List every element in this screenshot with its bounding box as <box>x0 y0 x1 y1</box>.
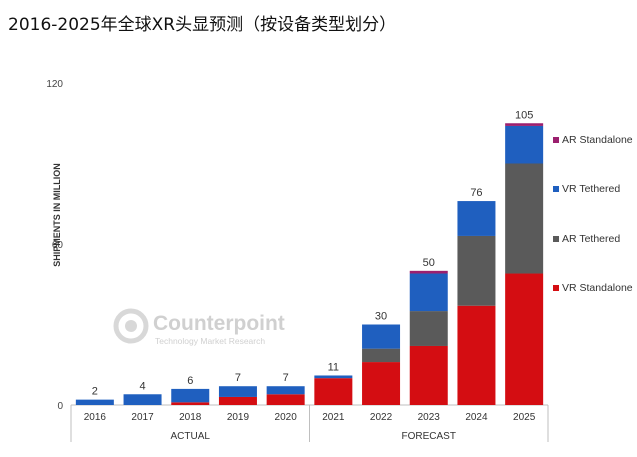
watermark-logo-icon <box>113 308 149 344</box>
bar-total-label: 4 <box>139 380 145 392</box>
legend-swatch <box>553 137 559 143</box>
x-tick-label: 2025 <box>513 412 536 423</box>
bar-segment-ar-standalone <box>409 270 448 274</box>
bar-segment-vr-tethered <box>409 273 448 312</box>
x-tick-label: 2022 <box>370 412 393 423</box>
page-title: 2016-2025年全球XR头显预测（按设备类型划分） <box>8 15 397 35</box>
bar-segment-vr-tethered <box>362 324 401 349</box>
watermark-logo-dot <box>125 320 137 332</box>
y-tick-label: 0 <box>57 401 63 412</box>
bar-segment-ar-tethered <box>409 311 448 346</box>
y-tick-label: 60 <box>52 240 64 251</box>
bar-segment-vr-tethered <box>505 125 544 164</box>
bar-segment-vr-standalone <box>505 273 544 405</box>
bar-total-label: 11 <box>328 361 339 373</box>
chart-bars <box>75 123 544 405</box>
legend-label: AR Standalone <box>562 134 633 146</box>
bar-segment-vr-standalone <box>171 402 210 405</box>
legend-swatch <box>553 186 559 192</box>
bar-segment-vr-tethered <box>123 394 162 405</box>
x-tick-label: 2020 <box>275 412 298 423</box>
bar-total-label: 30 <box>375 311 387 323</box>
bar-segment-vr-standalone <box>314 378 353 405</box>
x-tick-label: 2018 <box>179 412 202 423</box>
x-tick-label: 2024 <box>465 412 488 423</box>
bar-segment-ar-tethered <box>362 348 401 363</box>
group-label: FORECAST <box>402 431 456 442</box>
legend-swatch <box>553 236 559 242</box>
legend-label: VR Standalone <box>562 282 633 294</box>
chart-labels: 2 4 6 7 7 11 30 50 76 105 <box>92 109 534 397</box>
bar-total-label: 50 <box>423 257 435 269</box>
bar-segment-vr-tethered <box>75 399 114 405</box>
bar-total-label: 7 <box>283 372 289 384</box>
watermark-brand: Counterpoint <box>153 312 285 335</box>
x-tick-label: 2023 <box>418 412 441 423</box>
bar-segment-ar-tethered <box>457 235 496 306</box>
bar-total-label: 7 <box>235 372 241 384</box>
x-tick-label: 2019 <box>227 412 250 423</box>
x-tick-label: 2016 <box>84 412 107 423</box>
bar-segment-vr-standalone <box>457 305 496 405</box>
bar-segment-ar-standalone <box>505 123 544 126</box>
bar-segment-vr-standalone <box>218 396 257 405</box>
y-tick-label: 120 <box>46 79 63 90</box>
bar-total-label: 76 <box>470 187 482 199</box>
bar-segment-vr-tethered <box>314 375 353 379</box>
bar-total-label: 105 <box>515 109 533 121</box>
bar-segment-vr-tethered <box>171 388 210 403</box>
bar-segment-vr-tethered <box>218 386 257 397</box>
x-tick-label: 2017 <box>131 412 154 423</box>
group-label: ACTUAL <box>171 431 211 442</box>
bar-segment-vr-standalone <box>362 362 401 405</box>
bar-segment-vr-standalone <box>409 345 448 405</box>
bar-total-label: 2 <box>92 386 98 398</box>
legend-label: VR Tethered <box>562 183 620 195</box>
legend-swatch <box>553 285 559 291</box>
x-tick-label: 2021 <box>322 412 345 423</box>
legend-label: AR Tethered <box>562 233 620 245</box>
watermark-tagline: Technology Market Research <box>155 336 265 346</box>
bar-segment-vr-tethered <box>266 386 305 395</box>
bar-segment-ar-tethered <box>505 163 544 274</box>
bar-segment-vr-tethered <box>457 201 496 236</box>
bar-segment-vr-standalone <box>266 394 305 405</box>
chart-legend: AR Standalone VR Tethered AR Tethered VR St… <box>553 134 633 294</box>
y-axis-label: SHIPMENTS IN MILLION <box>52 163 62 267</box>
bar-total-label: 6 <box>187 375 193 387</box>
